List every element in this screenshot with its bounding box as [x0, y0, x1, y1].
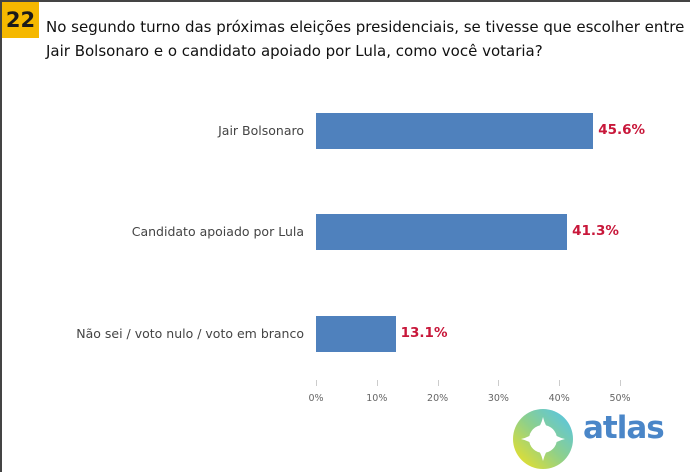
x-tick-label: 10%: [366, 393, 388, 404]
value-label: 41.3%: [572, 223, 619, 239]
category-label: Jair Bolsonaro: [218, 123, 304, 138]
brand-name: atlas: [583, 410, 665, 446]
x-tick: [316, 380, 317, 386]
x-tick-label: 40%: [548, 393, 570, 404]
category-label: Não sei / voto nulo / voto em branco: [76, 326, 304, 341]
x-tick: [620, 380, 621, 386]
bar: [316, 214, 568, 250]
atlas-logo-icon: [513, 409, 573, 469]
x-tick-label: 20%: [427, 393, 449, 404]
question-text: No segundo turno das próximas eleições p…: [46, 18, 685, 60]
x-tick: [376, 380, 378, 386]
x-tick-label: 30%: [487, 393, 509, 404]
x-tick: [559, 380, 561, 386]
x-tick-label: 0%: [308, 393, 324, 404]
bar: [316, 113, 594, 149]
x-tick: [437, 380, 439, 386]
x-tick-label: 50%: [609, 393, 631, 404]
value-label: 13.1%: [400, 325, 448, 341]
bar: [316, 316, 396, 352]
category-label: Candidato apoiado por Lula: [131, 224, 304, 239]
question-number-badge: 22: [2, 2, 39, 38]
x-tick: [498, 380, 500, 386]
value-label: 45.6%: [598, 122, 646, 138]
